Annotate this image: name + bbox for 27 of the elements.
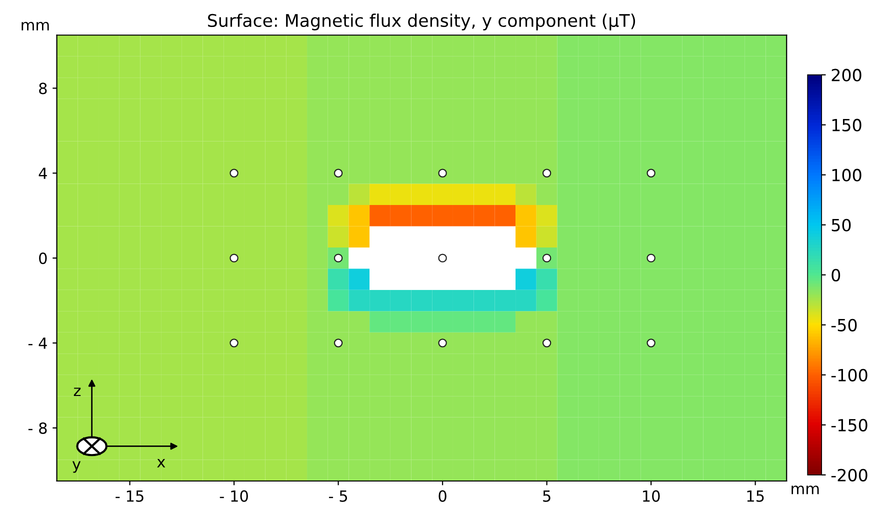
x-tick-label: 0 bbox=[438, 490, 446, 502]
chart-title: Surface: Magnetic flux density, y component (µT) bbox=[208, 14, 636, 30]
text: mm bbox=[792, 486, 819, 494]
x-tick-label: 10 bbox=[643, 490, 660, 502]
annotation: x bbox=[157, 459, 166, 468]
color-bar-label: 150 bbox=[832, 118, 862, 132]
annotation: y bbox=[72, 461, 81, 473]
color-bar-label: -200 bbox=[831, 468, 868, 482]
color-bar-label: -100 bbox=[831, 368, 868, 382]
color-bar-label: 200 bbox=[832, 68, 862, 82]
color-bar-label: 0 bbox=[832, 268, 840, 282]
y-tick-label: 4 bbox=[38, 168, 47, 179]
x-tick-label: - 5 bbox=[329, 490, 348, 502]
y-tick-label: 0 bbox=[39, 252, 47, 264]
y-tick-label: - 8 bbox=[28, 422, 47, 434]
color-bar-label: 50 bbox=[832, 218, 851, 232]
x-tick-label: 15 bbox=[747, 490, 764, 502]
x-tick-label: 5 bbox=[543, 490, 550, 502]
color-bar-label: 100 bbox=[832, 168, 862, 182]
y-tick-label: 8 bbox=[39, 82, 47, 94]
annotation: z bbox=[74, 388, 81, 396]
color-bar-label: -150 bbox=[831, 418, 868, 432]
x-tick-label: - 10 bbox=[220, 490, 248, 502]
color-bar-label: -50 bbox=[831, 318, 857, 332]
y-tick-label: - 4 bbox=[28, 338, 47, 349]
x-tick-label: - 15 bbox=[116, 490, 144, 502]
text: mm bbox=[22, 22, 49, 30]
